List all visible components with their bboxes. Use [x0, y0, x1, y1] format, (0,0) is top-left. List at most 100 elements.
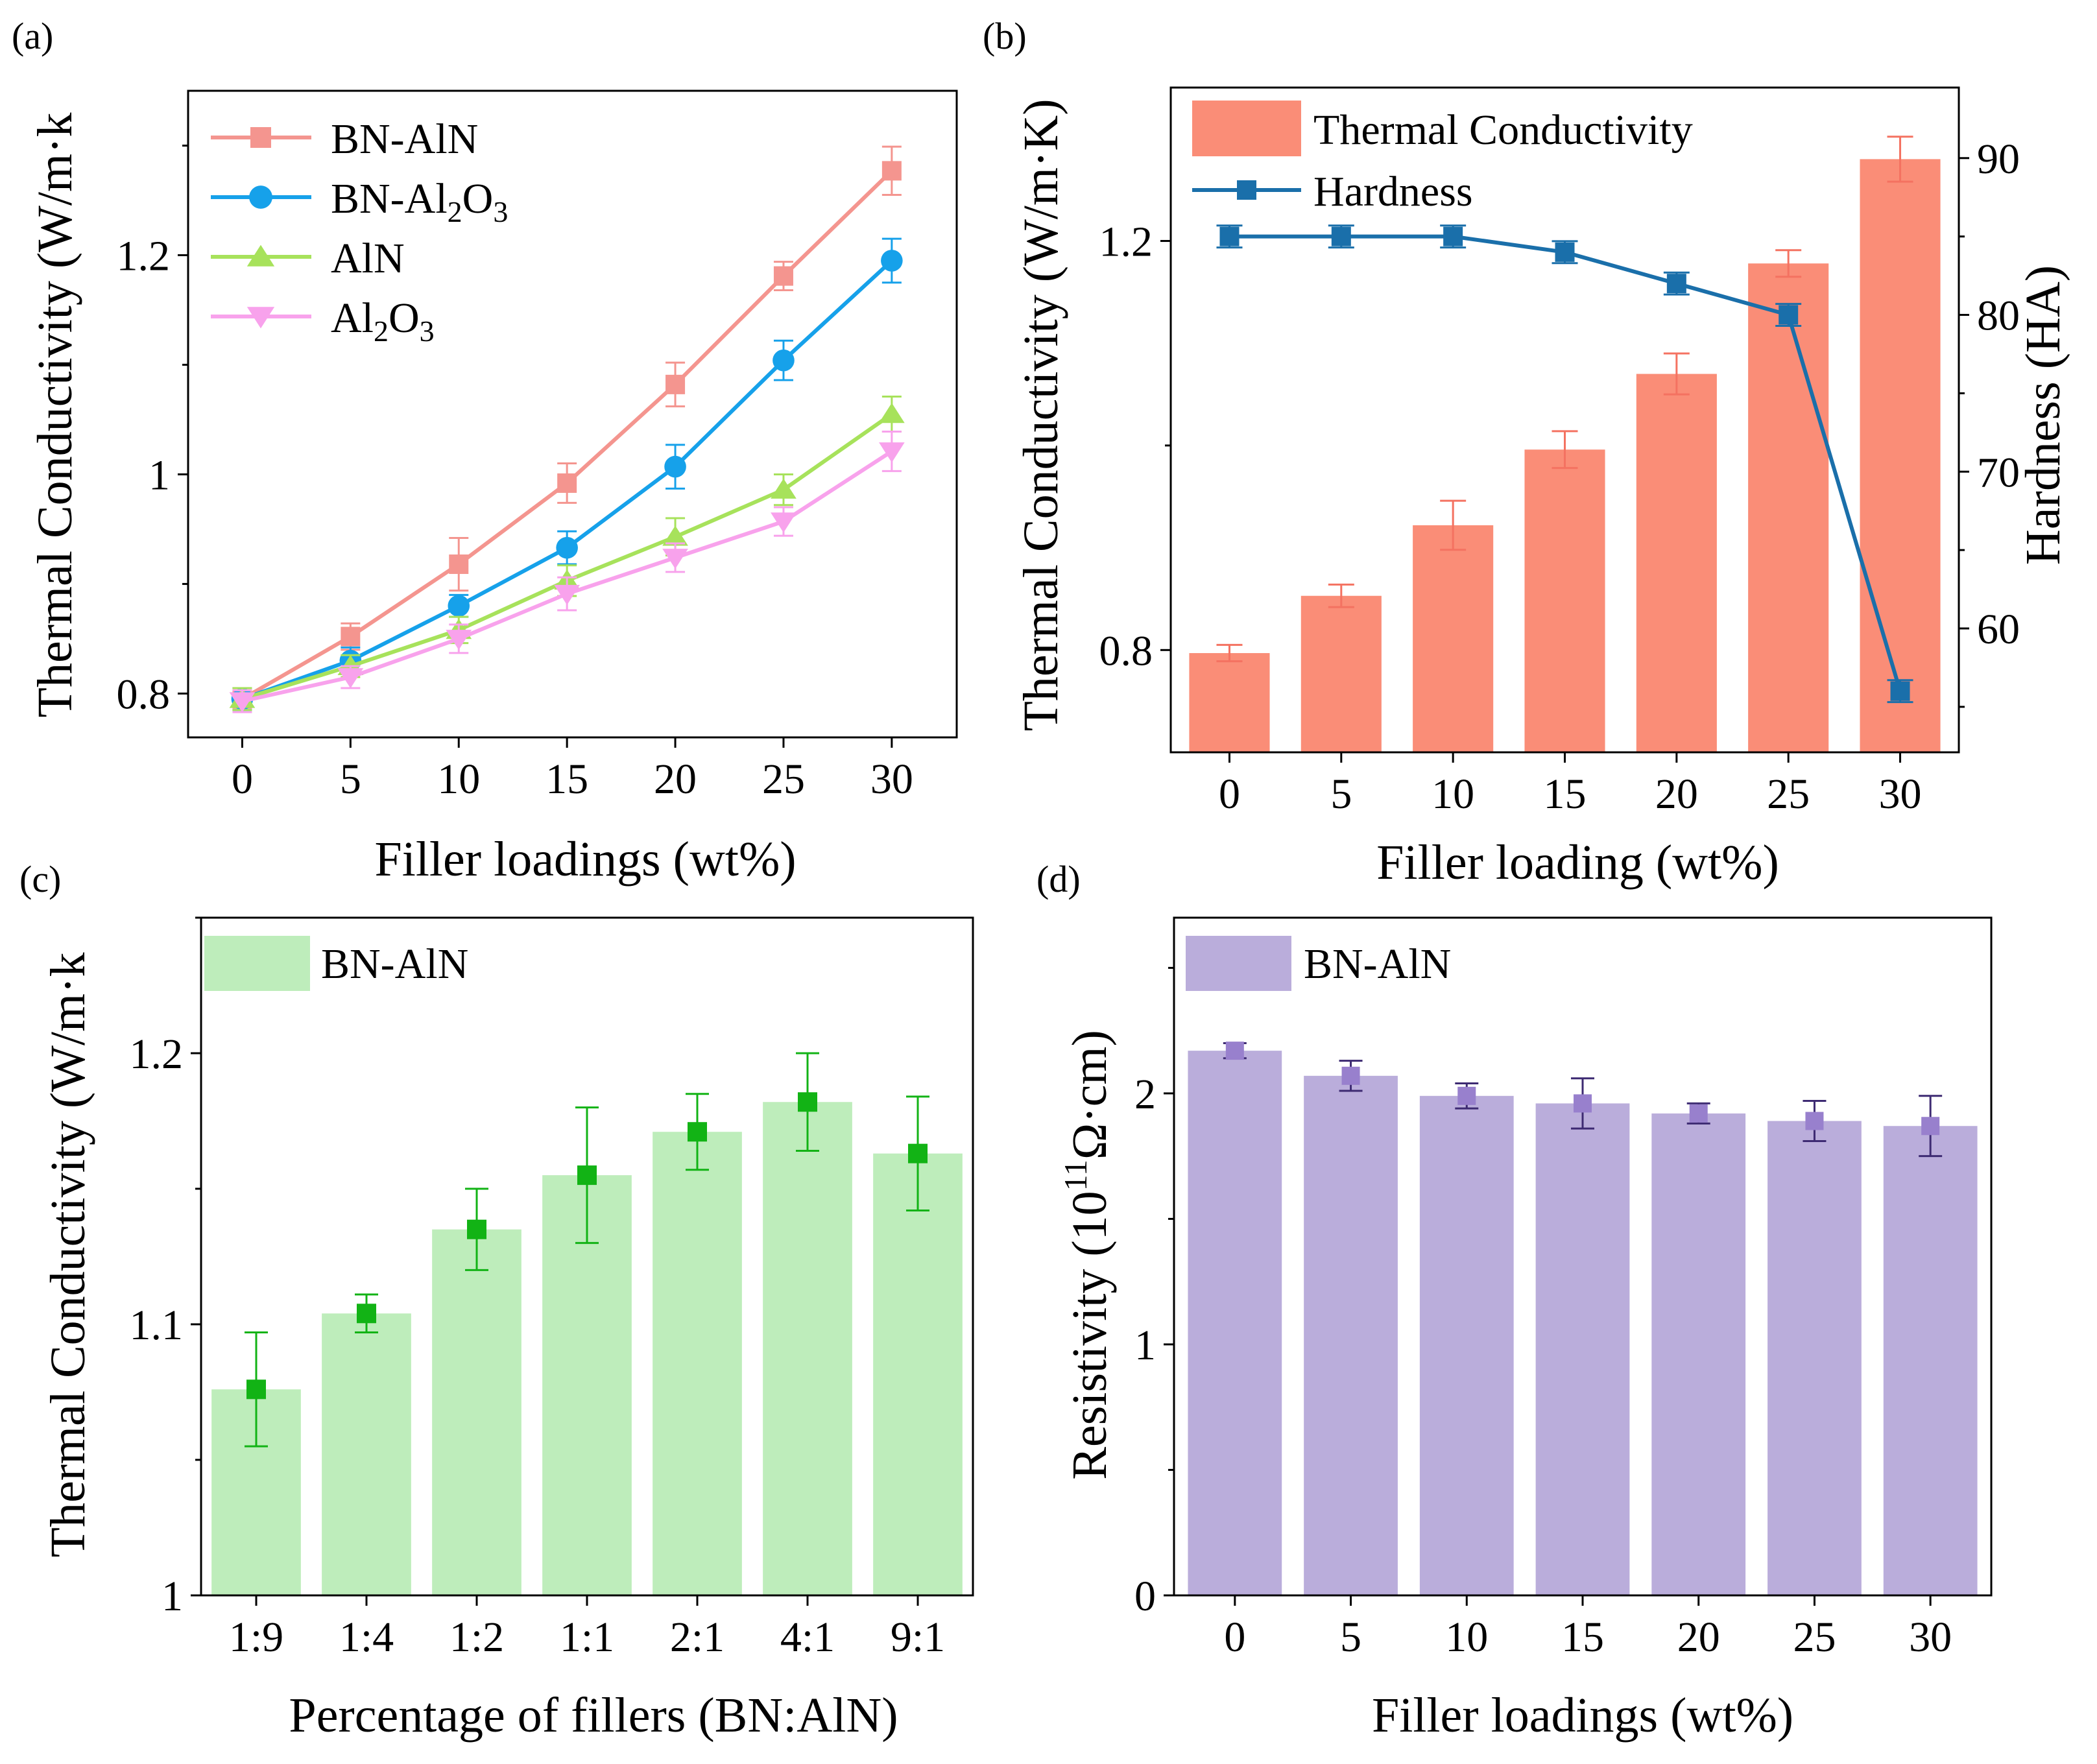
bar — [1748, 263, 1829, 752]
bar — [1883, 1126, 1978, 1595]
bar — [432, 1229, 521, 1595]
bar-error-bar — [1440, 499, 1467, 551]
legend-label: BN-AlN — [331, 115, 478, 163]
data-point — [556, 536, 578, 559]
bar-value-marker — [798, 1092, 817, 1112]
panel-a-y-tick-2-label: 1.2 — [117, 232, 171, 280]
data-point — [229, 692, 256, 713]
data-point — [771, 478, 797, 499]
bar-value-marker — [246, 1379, 266, 1400]
panel-a-legend: BN-AlN BN-Al2O3 AlN Al2O3 — [211, 115, 508, 348]
panel-b-x-tick-2-label: 10 — [1432, 770, 1474, 818]
panel-b-x-tick-5-label: 25 — [1767, 770, 1810, 818]
panel-c-legend: BN-AlN — [204, 936, 468, 991]
panel-c-x-axis-label: Percentage of fillers (BN:AlN) — [289, 1688, 898, 1743]
legend-item-3: Al2O3 — [211, 294, 435, 348]
data-point — [557, 473, 577, 493]
bar-error-bar — [1328, 583, 1354, 608]
bar-value-marker — [1805, 1112, 1824, 1130]
panel-d-x-tick-6-label: 30 — [1909, 1614, 1952, 1661]
legend-item-0: Thermal Conductivity — [1192, 101, 1693, 156]
data-point — [879, 403, 905, 423]
legend-item-1: BN-Al2O3 — [211, 175, 508, 228]
panel-c-y-tick-1-label: 1.1 — [130, 1302, 184, 1349]
panel-b-bars — [1189, 136, 1941, 752]
bar — [322, 1313, 411, 1595]
panel-c-bar-chart: 1:9 1:4 1:2 1:1 2:1 4:1 9:1 1 1.1 1.2 Percentage o… — [41, 916, 974, 1743]
panel-d-bars — [1188, 1042, 1978, 1595]
panel-a-x-tick-5-label: 25 — [762, 756, 805, 803]
panel-tag-a: (a) — [12, 15, 53, 57]
data-point — [449, 554, 469, 575]
panel-d-x-tick-2-label: 10 — [1445, 1614, 1488, 1661]
panel-b-y2-tick-1-label: 70 — [1977, 449, 2020, 496]
data-point — [664, 455, 686, 478]
data-point — [1890, 681, 1910, 701]
bar — [1636, 374, 1717, 752]
panel-d-y-tick-0-label: 0 — [1134, 1573, 1156, 1620]
panel-tag-c: (c) — [19, 858, 61, 900]
data-point — [1779, 305, 1799, 325]
panel-b-y-tick-1-label: 1.2 — [1099, 219, 1153, 266]
legend-marker — [246, 307, 275, 329]
panel-b-hardness-series — [1216, 224, 1913, 704]
legend-marker — [246, 244, 275, 267]
data-point — [1555, 242, 1575, 262]
bar — [1524, 449, 1605, 752]
bar — [1767, 1121, 1862, 1595]
bar-value-marker — [467, 1219, 486, 1239]
panel-a-x-tick-1-label: 5 — [340, 756, 361, 803]
bar — [1413, 525, 1494, 752]
panel-b-bar-line-chart: 0 5 10 15 20 25 30 0.8 1.2 60 70 80 90 Filler loading… — [1014, 86, 2070, 890]
bar-error-bar — [1887, 136, 1913, 183]
legend-item-1: Hardness — [1192, 168, 1473, 215]
data-point — [773, 349, 795, 372]
panel-b-y2-tick-3-label: 90 — [1977, 136, 2020, 183]
data-point — [1666, 274, 1686, 294]
panel-c-x-tick-4-label: 2:1 — [670, 1614, 725, 1661]
data-point — [662, 525, 688, 546]
data-point — [1443, 226, 1463, 246]
panel-c-y-tick-2-label: 1.2 — [130, 1031, 184, 1078]
panel-a-y-tick-0-label: 0.8 — [117, 671, 171, 718]
legend-label: Al2O3 — [331, 294, 435, 348]
bar-error-bar — [1775, 249, 1802, 278]
panel-a-x-tick-4-label: 20 — [654, 756, 697, 803]
data-point — [771, 512, 797, 533]
data-point — [446, 630, 472, 650]
panel-c-x-tick-5-label: 4:1 — [780, 1614, 835, 1661]
panel-d-x-tick-0-label: 0 — [1224, 1614, 1245, 1661]
panel-a-x-tick-3-label: 15 — [545, 756, 588, 803]
panel-tag-d: (d) — [1037, 858, 1081, 900]
data-point — [665, 374, 686, 394]
plot-frame — [187, 89, 958, 739]
legend-swatch — [204, 936, 310, 991]
panel-b-x-tick-4-label: 20 — [1655, 770, 1698, 818]
panel-b-y-tick-0-label: 0.8 — [1099, 627, 1153, 674]
bar-error-bar — [1663, 352, 1690, 396]
data-point — [1331, 226, 1351, 246]
legend-marker — [1237, 180, 1256, 200]
bar-error-bar — [1552, 430, 1578, 470]
panel-c-bars — [211, 1052, 963, 1595]
panel-d-x-axis-label: Filler loadings (wt%) — [1372, 1688, 1793, 1743]
panel-a-y-tick-1-label: 1 — [149, 451, 170, 499]
panel-b-x-tick-1-label: 5 — [1330, 770, 1352, 818]
legend-label: BN-AlN — [321, 940, 468, 988]
legend-label: Hardness — [1313, 168, 1473, 215]
data-point — [773, 266, 793, 286]
bar — [873, 1153, 963, 1595]
panel-a-x-tick-0-label: 0 — [232, 756, 253, 803]
panel-a-line-chart: 0 5 10 15 20 25 30 0.8 1 1.2 Filler loadings (wt%)… — [28, 89, 958, 887]
panel-b-legend: Thermal Conductivity Hardness — [1192, 101, 1693, 215]
panel-tag-b: (b) — [983, 15, 1027, 57]
bar-value-marker — [688, 1122, 707, 1142]
legend-label: BN-AlN — [1304, 940, 1451, 988]
panel-c-x-tick-0-label: 1:9 — [229, 1614, 283, 1661]
panel-a-y-axis-label: Thermal Conductivity (W/m·k — [28, 113, 82, 718]
panel-d-legend: BN-AlN — [1186, 936, 1451, 991]
panel-c-x-tick-2-label: 1:2 — [449, 1614, 504, 1661]
panel-a-x-tick-6-label: 30 — [870, 756, 913, 803]
bar-value-marker — [1921, 1117, 1940, 1136]
